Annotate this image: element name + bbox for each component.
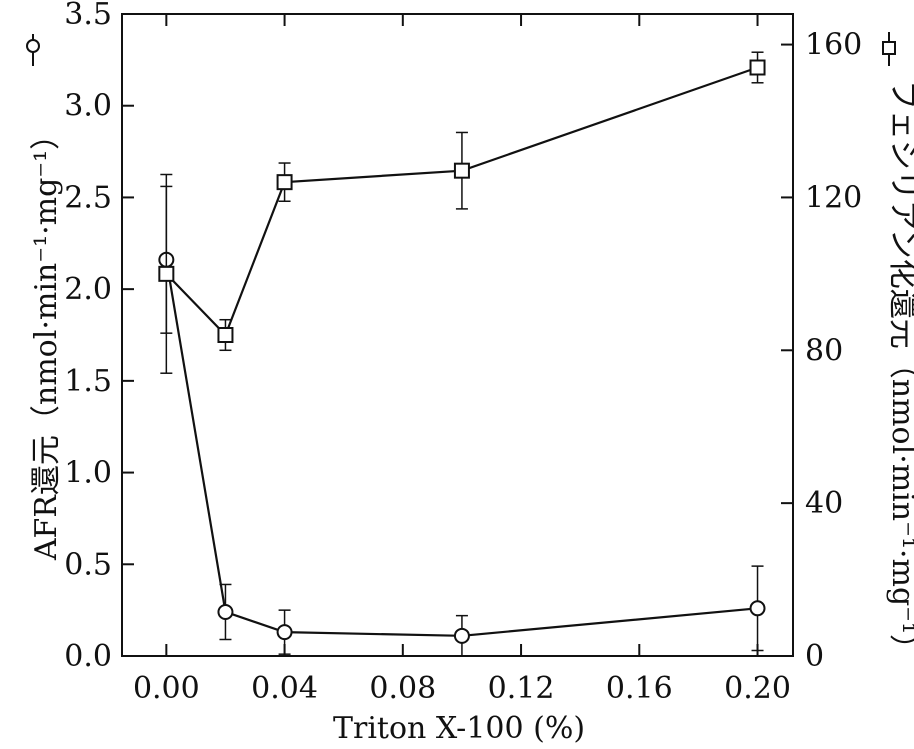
y-axis-left-title: AFR還元（nmol·min⁻¹·mg⁻¹）: [29, 120, 64, 561]
series-square: [158, 51, 766, 374]
y-right-tick-label: 160: [805, 28, 862, 63]
data-point-circle: [276, 624, 293, 641]
data-point-circle: [453, 627, 470, 644]
legend-marker-circle: [26, 34, 40, 66]
y-left-tick-label: 0.5: [64, 547, 112, 582]
data-point-square: [453, 162, 470, 179]
x-tick-label: 0.00: [133, 671, 200, 706]
x-tick-label: 0.08: [369, 671, 436, 706]
y-axis-right-title: フェシリアン化還元（nmol·min⁻¹·mg⁻¹）: [885, 80, 914, 664]
y-left-tick-label: 1.0: [64, 456, 112, 491]
legend-marker-square: [882, 32, 896, 66]
x-tick-label: 0.20: [724, 671, 791, 706]
y-right-tick-label: 0: [805, 639, 824, 674]
y-axis-right: 0 40 80 120 160: [781, 28, 862, 674]
series-circle: [158, 185, 766, 657]
data-point-square: [158, 265, 175, 282]
series-line: [165, 259, 758, 637]
y-left-tick-label: 3.0: [64, 89, 112, 124]
y-right-tick-label: 40: [805, 486, 843, 521]
y-left-tick-label: 2.5: [64, 180, 112, 215]
y-right-tick-label: 120: [805, 180, 862, 215]
data-point-square: [217, 327, 234, 343]
data-point-square: [749, 59, 766, 76]
x-tick-label: 0.16: [606, 671, 673, 706]
data-point-circle: [217, 603, 234, 620]
data-point-square: [276, 174, 293, 191]
x-axis: 0.00 0.04 0.08 0.12 0.16 0.20: [133, 14, 791, 706]
x-axis-title: Triton X-100 (%): [333, 711, 585, 746]
x-tick-label: 0.04: [251, 671, 318, 706]
data-point-circle: [749, 600, 766, 617]
y-left-tick-label: 1.5: [64, 364, 112, 399]
legend-circle: [26, 39, 40, 53]
y-left-tick-label: 0.0: [64, 639, 112, 674]
legend-square: [882, 41, 896, 55]
y-left-tick-label: 2.0: [64, 272, 112, 307]
y-left-tick-label: 3.5: [64, 0, 112, 32]
series-group: [158, 51, 766, 657]
y-axis-left: 0.0 0.5 1.0 1.5 2.0 2.5 3.0 3.5: [64, 0, 134, 674]
x-tick-label: 0.12: [488, 671, 555, 706]
y-right-tick-label: 80: [805, 333, 843, 368]
